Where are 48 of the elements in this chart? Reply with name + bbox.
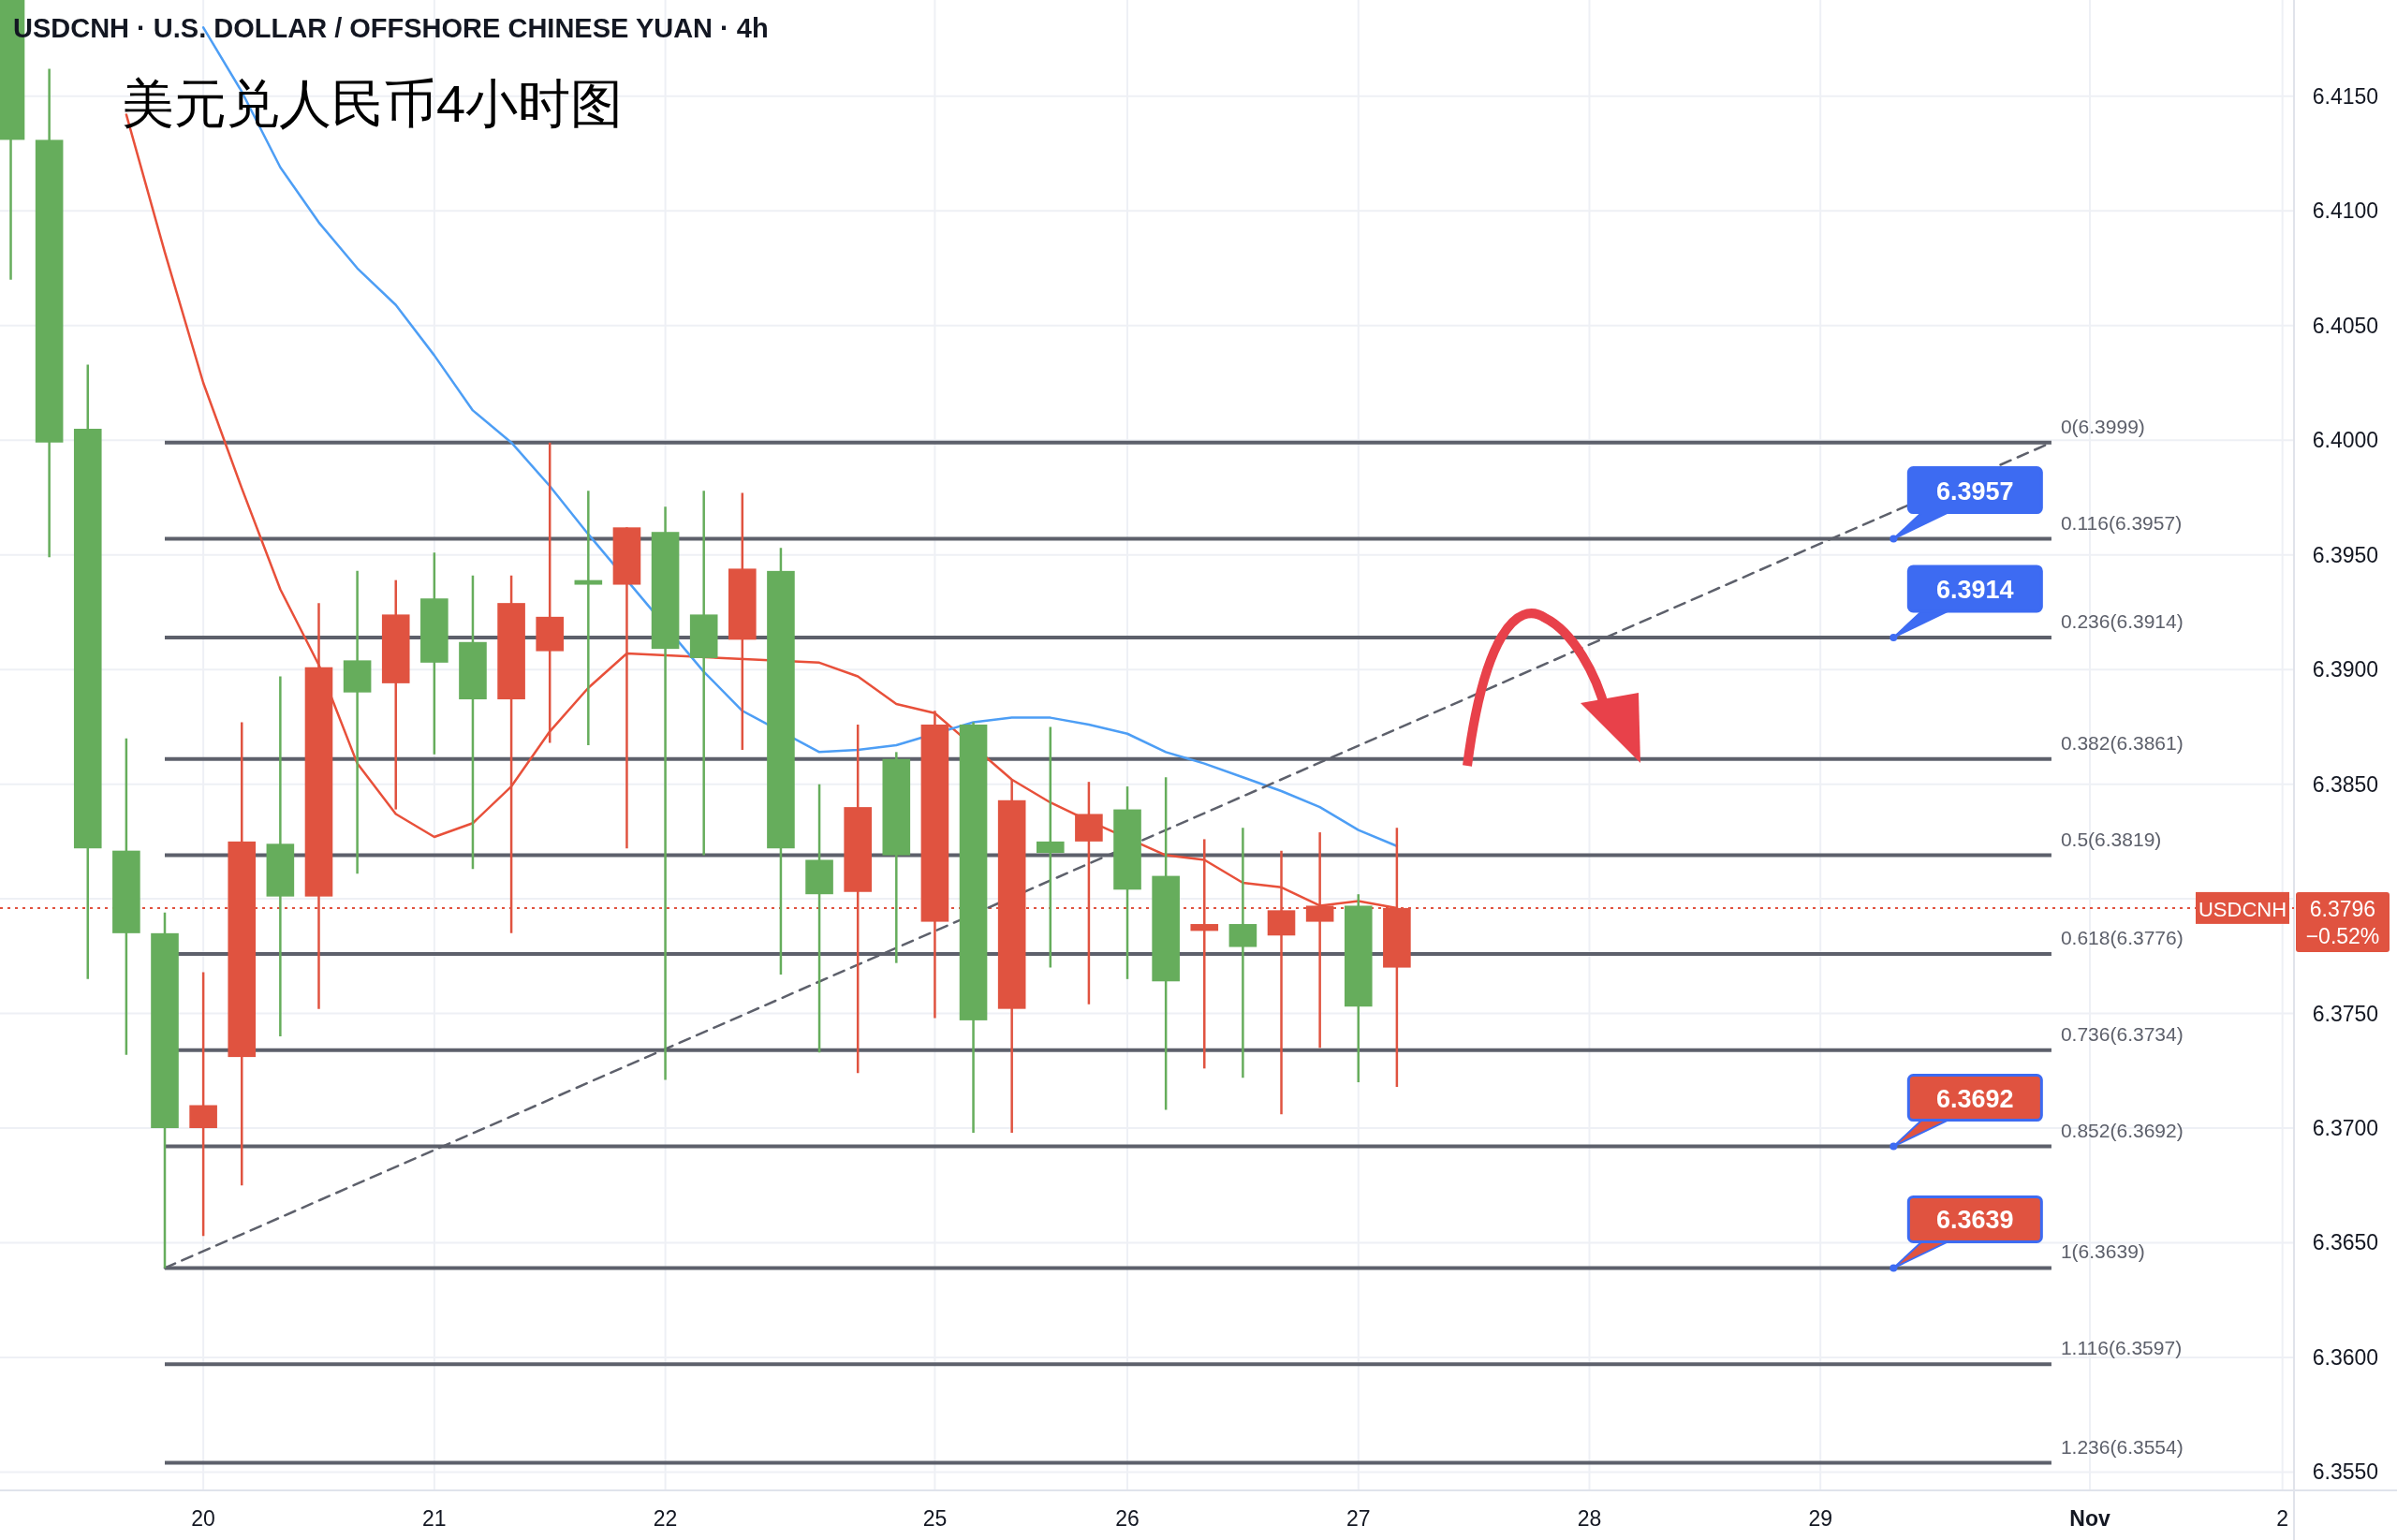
x-tick-label: 29 [1808,1506,1833,1531]
x-tick-label: 28 [1577,1506,1602,1531]
annotation: 6.3692 [1936,1084,2014,1113]
y-tick-label: 6.3900 [2312,657,2379,682]
ref-line-label: 1(6.3639) [2060,1240,2145,1263]
ref-line-label: 0.236(6.3914) [2060,609,2184,632]
ref-line-label: 0.618(6.3776) [2060,926,2184,948]
annotation: 6.3639 [1936,1206,2014,1235]
y-tick-label: 6.4050 [2312,313,2379,338]
ref-line-label: 1.236(6.3554) [2060,1435,2184,1458]
candlestick [805,783,833,1054]
candlestick [189,971,217,1238]
text: 6.3796 [2309,896,2376,921]
x-tick-label: 21 [422,1506,447,1531]
candlestick [536,441,565,744]
candlestick [574,489,603,747]
x-tick-label: 20 [191,1506,215,1531]
ref-line-label: 0(6.3999) [2060,415,2145,437]
ref-line-label: 0.382(6.3861) [2060,731,2184,754]
x-tick-label: 26 [1115,1506,1140,1531]
x-tick-label: Nov [2069,1506,2110,1531]
ref-line-label: 0.852(6.3692) [2060,1119,2184,1141]
text: −0.52% [2305,923,2380,948]
candlestick [689,489,718,857]
annotation: 6.3914 [1936,575,2014,604]
x-tick-label: 22 [653,1506,678,1531]
candlestick [343,569,372,875]
y-tick-label: 6.3700 [2312,1116,2379,1141]
y-tick-label: 6.4100 [2312,198,2379,224]
ref-line-label: USDCNH [2198,897,2287,921]
candlestick [1228,826,1257,1079]
x-tick-label: 25 [922,1506,948,1531]
y-tick-label: 6.3950 [2312,542,2379,567]
x-tick-label: 27 [1346,1506,1371,1531]
y-tick-label: 6.4150 [2312,83,2379,109]
x-tick-label: 2 [2276,1506,2289,1531]
y-tick-label: 6.3750 [2312,1001,2379,1026]
y-tick-label: 6.3850 [2312,771,2379,797]
y-tick-label: 6.3550 [2312,1459,2379,1485]
y-tick-label: 6.4000 [2312,428,2379,453]
ref-line-label: 1.116(6.3597) [2060,1337,2183,1359]
ref-line-label: 0.116(6.3957) [2060,511,2183,534]
y-tick-label: 6.3600 [2312,1344,2379,1370]
candlestick [1036,726,1065,969]
y-tick-label: 6.3650 [2312,1230,2379,1255]
ref-line-label: 0.736(6.3734) [2060,1022,2184,1045]
annotation: 6.3957 [1936,477,2014,506]
ref-line-label: 0.5(6.3819) [2060,828,2162,850]
